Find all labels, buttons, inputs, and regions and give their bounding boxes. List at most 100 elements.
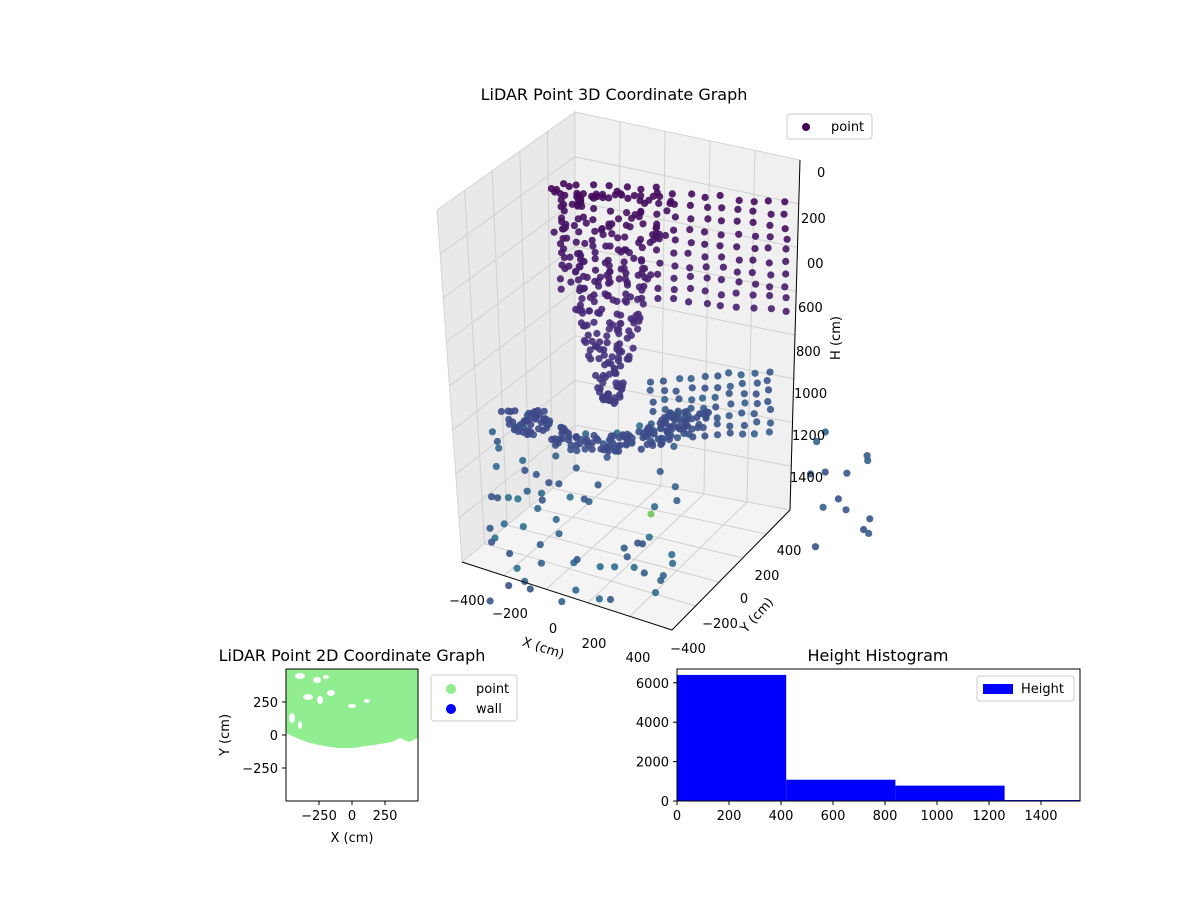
scatter-point [656,419,664,427]
scatter-point [686,226,694,234]
scatter-point [486,524,494,532]
scatter-point [764,197,772,205]
y-ticks-2d: 250 0 −250 [242,696,278,777]
scatter-point [526,428,535,436]
scatter-point [806,470,815,478]
scatter-point [591,255,599,263]
scatter-point [673,434,682,442]
scatter-point [675,395,683,403]
scatter-point [734,205,742,213]
scatter-point [537,419,546,427]
scatter-point [560,180,568,188]
scatter-point [653,210,661,218]
scatter-point [622,269,630,277]
scatter-point [623,553,631,561]
scatter-point [557,203,565,211]
x-tick-label: 1200 [972,809,1005,824]
histogram-bar [786,779,896,801]
y-tick-label: 0 [270,729,278,744]
scatter-point [617,319,625,328]
scatter-point [608,353,616,361]
scatter-point [565,262,573,270]
scatter-point [582,438,590,446]
scatter-point [725,389,733,397]
scatter-point [735,230,743,238]
scatter-point [670,413,678,421]
scatter-point [699,424,707,432]
scatter-point [619,379,627,387]
scatter-point [674,424,682,432]
scatter-point [513,564,521,572]
scatter-point [623,278,631,286]
gridline [507,524,720,583]
scatter-point [582,430,590,438]
scatter-point [519,523,527,531]
scatter-point [684,249,692,257]
scatter-point [725,369,733,377]
scatter-point [574,250,582,258]
histogram-bar [895,785,1005,801]
scatter-point [701,253,709,261]
x-tick-label: 0 [549,622,557,637]
scatter-point [703,300,712,308]
legend-label-point: point [476,682,509,697]
scatter-point [547,185,556,193]
scatter-point [751,232,760,240]
z-tick-label: 1400 [790,471,823,486]
scatter-point [606,268,614,276]
scatter-point [767,271,775,279]
chart-title-histogram: Height Histogram [808,646,949,665]
scatter-point [565,436,573,444]
scatter-point [594,384,602,392]
scatter-point [590,205,598,213]
scatter-point [506,549,514,558]
scatter-point [863,452,871,460]
point-region-2d [286,669,418,748]
y-axis-line [671,509,791,631]
scatter-point [622,290,630,298]
scatter-point [725,412,733,420]
scatter-point [688,384,696,392]
ticks-2d [282,701,386,805]
scatter-point [566,493,574,501]
scatter-point [701,287,709,295]
scatter-point [488,538,496,546]
scatter-point [661,231,670,240]
scatter-point [703,274,711,282]
scatter-point [688,190,696,198]
scatter-point [661,395,669,404]
scatter-point [638,269,646,277]
scatter-point [702,414,710,422]
y-tick-label: 400 [777,544,802,559]
scatter-point [740,421,749,430]
scatter-point [645,533,653,541]
legend-label-wall: wall [476,702,502,717]
scatter-point [634,325,642,333]
z-tick-label: 0 [817,166,825,181]
z-ticks-3d: 0 200 00 600 800 1000 1200 1400 [790,166,827,486]
scatter-point [704,215,712,223]
scatter-point [701,372,709,381]
scatter-point [621,233,629,241]
scatter-point [573,189,581,197]
scatter-point [606,242,614,250]
z-axis-label-3d: H (cm) [829,316,844,360]
z-tick-label: 1000 [794,387,827,402]
y-tick-label: 200 [755,569,780,584]
scatter-point [646,378,655,386]
scatter-point [572,181,580,189]
scatter-point [866,515,874,523]
legend-histogram: Height [976,675,1075,702]
scatter-point [509,418,517,426]
z-axis-line [789,159,801,511]
histogram-bar [677,674,787,801]
scatter-point [614,354,623,362]
scatter-point [606,278,614,286]
scatter-point [528,409,536,417]
plot-2d: LiDAR Point 2D Coordinate Graph −2 [218,646,518,846]
scatter-point [701,193,709,201]
scatter-point [550,228,558,236]
gaps-2d [289,673,370,729]
scatter-point [766,405,775,413]
scatter-point [717,276,726,284]
